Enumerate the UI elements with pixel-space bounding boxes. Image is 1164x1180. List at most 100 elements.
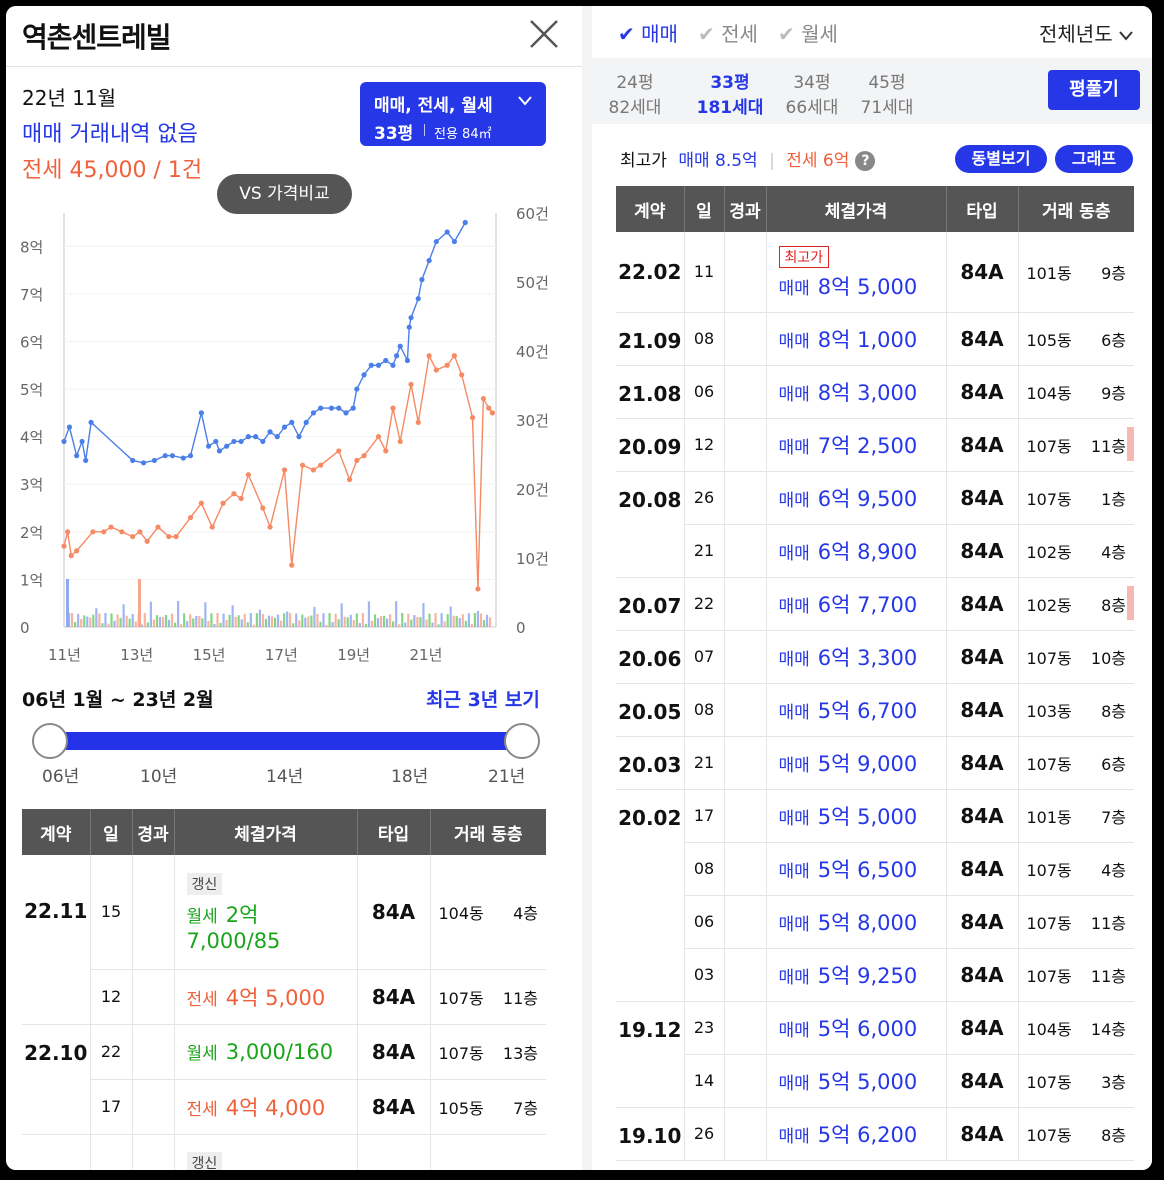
unit-cell: 107동 11층 (1018, 418, 1134, 472)
table-row[interactable]: 20.03 21 매매 5억 9,000 84A 107동 6층 (616, 736, 1134, 790)
tab-sale[interactable]: ✔ 매매 (618, 18, 678, 47)
summary-sale-status: 매매 거래내역 없음 (22, 122, 198, 147)
table-row[interactable]: 20.07 22 매매 6억 7,700 84A 102동 8층 (616, 577, 1134, 631)
data-point-lease (475, 586, 481, 592)
table-row[interactable]: 22.10 22 월세 3,000/160 84A 107동 13층 (22, 1024, 546, 1135)
table-row[interactable]: 갱신 (22, 1134, 546, 1170)
date-range-slider[interactable] (48, 732, 522, 750)
close-icon[interactable] (526, 16, 562, 52)
table-row[interactable]: 06 매매 5억 8,000 84A 107동 11층 (616, 895, 1134, 949)
vs-compare-button[interactable]: VS 가격비교 (217, 174, 352, 214)
data-point-sale (390, 362, 396, 368)
tab-monthly-rent[interactable]: ✔ 월세 (778, 18, 838, 47)
volume-bar (66, 579, 69, 627)
elapsed-cell (132, 855, 175, 970)
volume-bar (404, 622, 407, 627)
table-row[interactable]: 08 매매 5억 6,500 84A 107동 4층 (616, 842, 1134, 896)
volume-bar (264, 618, 268, 627)
range-end-handle[interactable] (504, 723, 540, 759)
y-tick-label: 2억 (20, 524, 43, 542)
floor: 8층 (1101, 1125, 1126, 1145)
col-day[interactable]: 일 (90, 809, 133, 855)
year-select[interactable]: 전체년도 (1039, 18, 1133, 47)
price-value: 6억 9,500 (817, 486, 918, 511)
pyeong-tab-33[interactable]: 33평 181세대 (695, 68, 765, 118)
table-row[interactable]: 19.12 23 매매 5억 6,000 84A 104동 14층 (616, 1001, 1134, 1108)
filter-button[interactable]: 매매, 전세, 월세 33평 전용 84㎡ (360, 82, 546, 146)
price-cell: 최고가 매매 8억 5,000 (766, 232, 947, 313)
table-row[interactable]: 21 매매 6억 8,900 84A 102동 4층 (616, 524, 1134, 578)
table-row[interactable]: 20.08 26 매매 6억 9,500 84A 107동 1층 (616, 471, 1134, 578)
dong: 107동 (1026, 648, 1072, 668)
graph-button[interactable]: 그래프 (1055, 145, 1133, 173)
volume-bar (104, 613, 107, 627)
year-select-label: 전체년도 (1039, 22, 1113, 46)
data-point-sale (169, 453, 176, 459)
col-day[interactable]: 일 (684, 186, 725, 232)
table-row[interactable]: 20.05 08 매매 5억 6,700 84A 103동 8층 (616, 683, 1134, 737)
volume-bar (128, 618, 131, 627)
data-point-lease (299, 462, 306, 468)
range-start-handle[interactable] (32, 723, 68, 759)
col-unit[interactable]: 거래 동층 (430, 809, 546, 855)
unit-cell: 101동 7층 (1018, 789, 1134, 843)
pyeong-tab-45[interactable]: 45평 71세대 (852, 68, 922, 118)
range-tick: 10년 (140, 767, 178, 787)
table-row[interactable]: 20.09 12 매매 7억 2,500 84A 107동 11층 (616, 418, 1134, 472)
table-row[interactable]: 19.10 26 매매 5억 6,200 84A 107동 8층 (616, 1107, 1134, 1161)
data-point-sale (88, 419, 94, 425)
by-building-button[interactable]: 동별보기 (955, 145, 1047, 173)
table-row[interactable]: 22.02 11 최고가 매매 8억 5,000 84A 101동 9층 (616, 232, 1134, 313)
expand-pyeong-button[interactable]: 평풀기 (1048, 70, 1140, 110)
deal-kind: 매매 (778, 755, 810, 776)
deal-kind: 월세 (186, 1044, 218, 1064)
table-row[interactable]: 21.08 06 매매 8억 3,000 84A 104동 9층 (616, 365, 1134, 419)
unit-cell: 107동 13층 (430, 1024, 546, 1080)
col-elapsed[interactable]: 경과 (724, 186, 767, 232)
col-type[interactable]: 타입 (357, 809, 431, 855)
y-tick-label: 8억 (20, 238, 43, 256)
table-row[interactable]: 17 전세 4억 4,000 84A 105동 7층 (22, 1079, 546, 1135)
chevron-down-icon (518, 96, 532, 106)
pyeong-tab-34[interactable]: 34평 66세대 (777, 68, 847, 118)
table-row[interactable]: 20.06 07 매매 6억 3,300 84A 107동 10층 (616, 630, 1134, 684)
table-header-row: 계약 일 경과 체결가격 타입 거래 동층 (616, 186, 1134, 232)
price-cell: 월세 3,000/160 (174, 1024, 358, 1080)
pyeong-tab-24[interactable]: 24평 82세대 (600, 68, 670, 118)
recent-3-years-link[interactable]: 최근 3년 보기 (426, 689, 540, 711)
unit-cell: 107동 8층 (1018, 1107, 1134, 1161)
table-row[interactable]: 14 매매 5억 5,000 84A 107동 3층 (616, 1054, 1134, 1108)
contract-day: 15 (90, 855, 133, 970)
col-price[interactable]: 체결가격 (766, 186, 947, 232)
table-row[interactable]: 22.11 15 갱신 월세 2억 7,000/85 84A 104동 4층 (22, 855, 546, 1025)
price-value: 7억 2,500 (817, 433, 918, 458)
volume-bar (349, 614, 352, 627)
contract-date: 19.12 (616, 1001, 685, 1108)
volume-bar (322, 613, 325, 627)
highlight-bar (1127, 585, 1134, 620)
table-row[interactable]: 20.02 17 매매 5억 5,000 84A 101동 7층 (616, 789, 1134, 1002)
table-row[interactable]: 21.09 08 매매 8억 1,000 84A 105동 6층 (616, 312, 1134, 366)
col-type[interactable]: 타입 (946, 186, 1019, 232)
volume-bar (373, 614, 377, 627)
col-price[interactable]: 체결가격 (174, 809, 358, 855)
col-unit[interactable]: 거래 동층 (1018, 186, 1134, 232)
table-row[interactable]: 12 전세 4억 5,000 84A 107동 11층 (22, 969, 546, 1025)
volume-bar (464, 620, 467, 627)
table-row[interactable]: 03 매매 5억 9,250 84A 107동 11층 (616, 948, 1134, 1002)
unit-cell: 107동 11층 (1018, 948, 1134, 1002)
volume-bar (313, 606, 316, 627)
col-contract[interactable]: 계약 (616, 186, 685, 232)
price-cell: 매매 5억 5,000 (766, 789, 947, 843)
col-contract[interactable]: 계약 (22, 809, 91, 855)
volume-bar (122, 604, 125, 627)
volume-bar (364, 623, 367, 627)
elapsed-cell (724, 365, 767, 419)
tab-lease[interactable]: ✔ 전세 (698, 18, 758, 47)
volume-bar (255, 613, 258, 627)
high-price-lease: 전세 6억 (786, 151, 850, 171)
dong: 105동 (438, 1098, 484, 1118)
data-point-lease (267, 524, 273, 530)
col-elapsed[interactable]: 경과 (132, 809, 175, 855)
help-icon[interactable]: ? (855, 151, 876, 171)
